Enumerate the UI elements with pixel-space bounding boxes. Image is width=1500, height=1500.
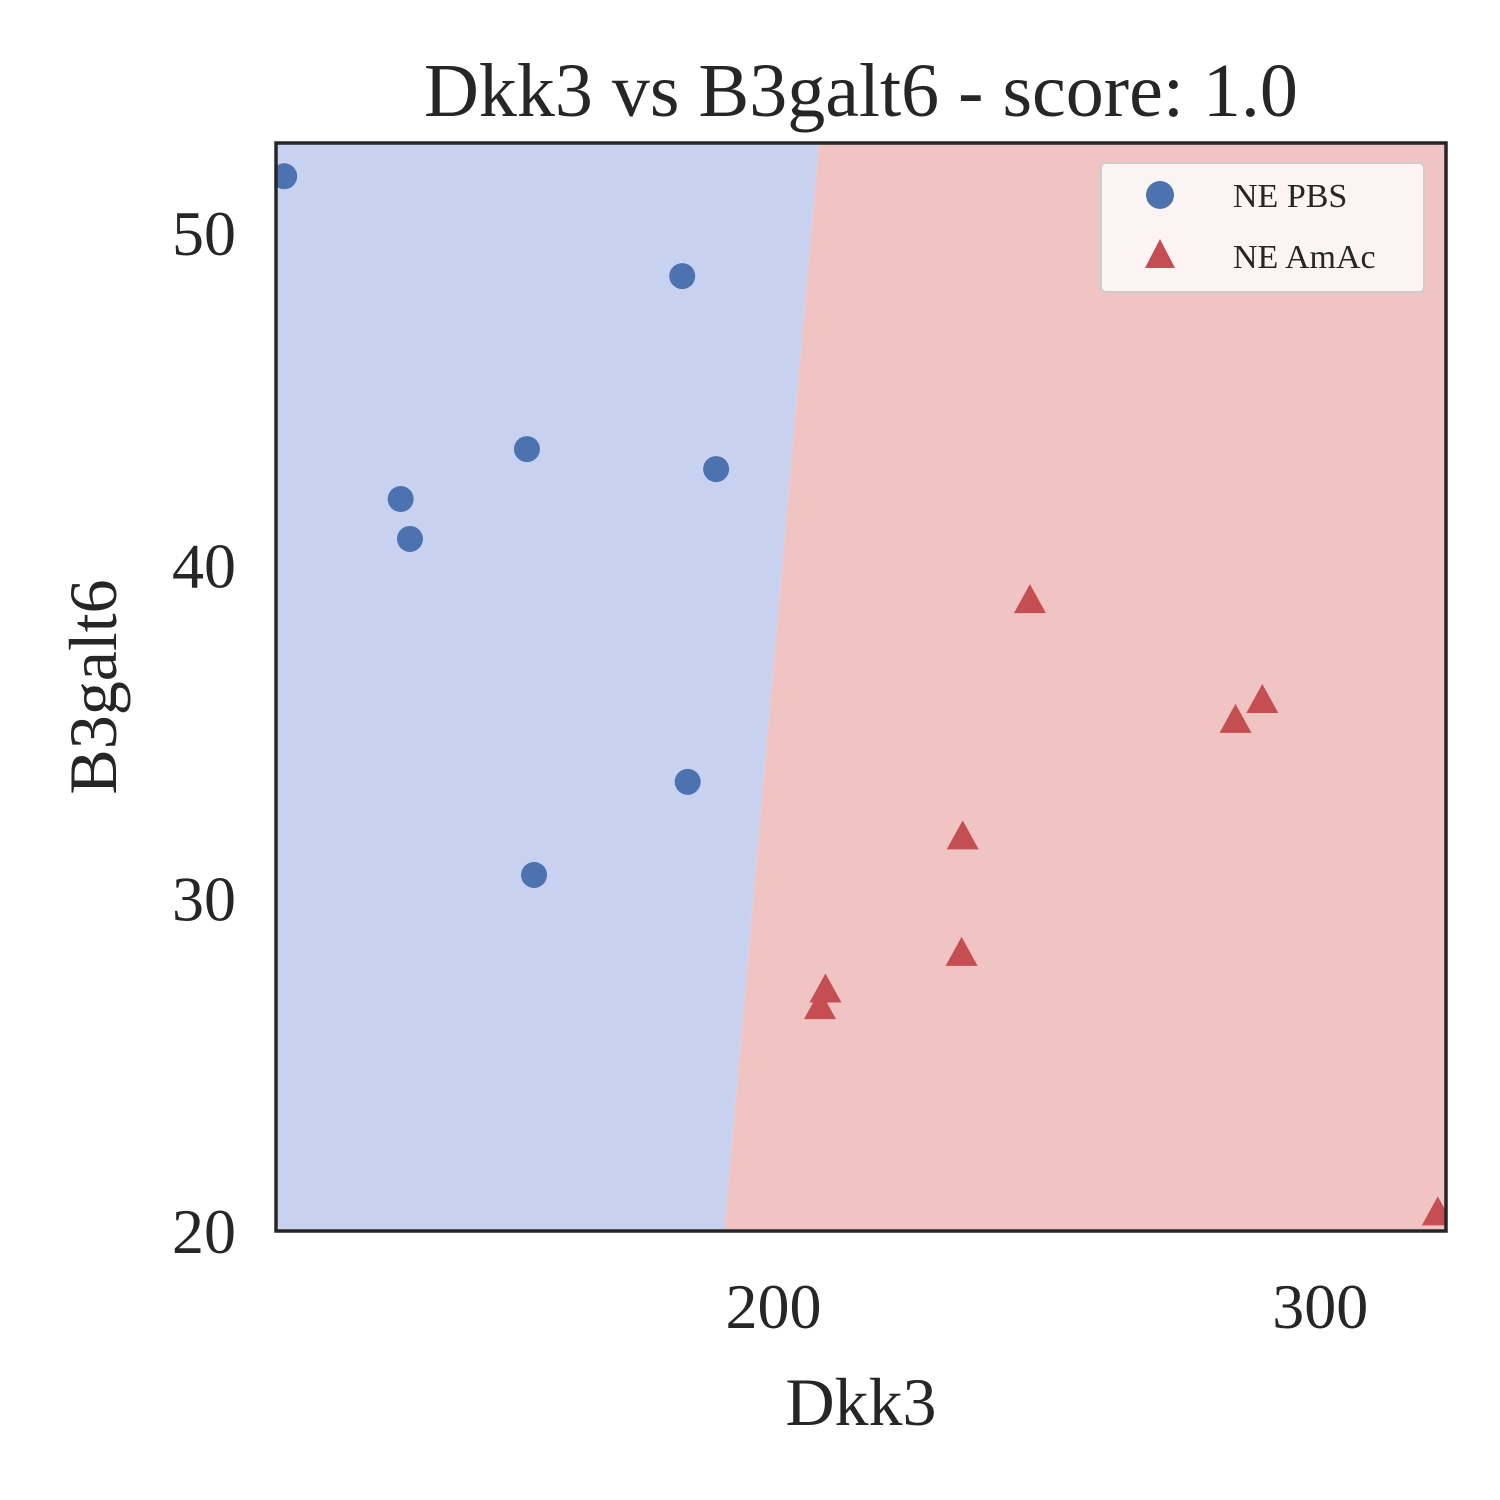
data-points	[276, 163, 1446, 1226]
legend-label-ne-amac: NE AmAc	[1233, 239, 1376, 276]
y-tick-label-50: 50	[172, 198, 236, 269]
point-ne-pbs-8	[703, 456, 730, 483]
point-ne-amac-5	[1013, 584, 1046, 614]
x-tick-label-200: 200	[726, 1271, 822, 1342]
decision-region-ne-pbs	[276, 143, 819, 1231]
point-ne-amac-6	[1219, 703, 1252, 733]
plot-area	[276, 143, 1446, 1231]
point-ne-pbs-6	[669, 263, 696, 290]
x-tick-label-300: 300	[1272, 1271, 1368, 1342]
plot-frame	[274, 141, 1448, 1233]
point-ne-pbs-3	[396, 525, 423, 552]
legend-marker-ne-amac	[1145, 239, 1175, 268]
y-tick-label-40: 40	[172, 531, 236, 602]
legend-box	[1100, 162, 1425, 293]
point-ne-amac-1	[803, 990, 836, 1020]
decision-region-ne-amac	[724, 143, 1446, 1231]
chart-title: Dkk3 vs B3galt6 - score: 1.0	[424, 49, 1298, 133]
y-axis-ticks: 20 30 40 50	[172, 198, 236, 1267]
y-tick-label-20: 20	[172, 1196, 236, 1267]
point-ne-pbs-2	[387, 486, 414, 513]
legend-marker-ne-pbs	[1146, 181, 1174, 209]
point-ne-amac-7	[1246, 683, 1279, 713]
point-ne-amac-2	[809, 973, 842, 1003]
legend: NE PBS NE AmAc	[1100, 162, 1425, 293]
point-ne-pbs-5	[521, 861, 548, 888]
point-ne-pbs-4	[513, 436, 540, 463]
point-ne-pbs-1	[276, 163, 298, 190]
x-axis-ticks: 200 300	[726, 1271, 1369, 1342]
point-ne-amac-8	[1421, 1196, 1446, 1226]
y-tick-label-30: 30	[172, 863, 236, 934]
legend-label-ne-pbs: NE PBS	[1233, 178, 1347, 215]
point-ne-amac-3	[945, 936, 978, 966]
point-ne-pbs-7	[674, 768, 701, 795]
x-axis-label: Dkk3	[785, 1364, 936, 1440]
y-axis-label: B3galt6	[55, 579, 131, 794]
point-ne-amac-4	[946, 820, 979, 850]
